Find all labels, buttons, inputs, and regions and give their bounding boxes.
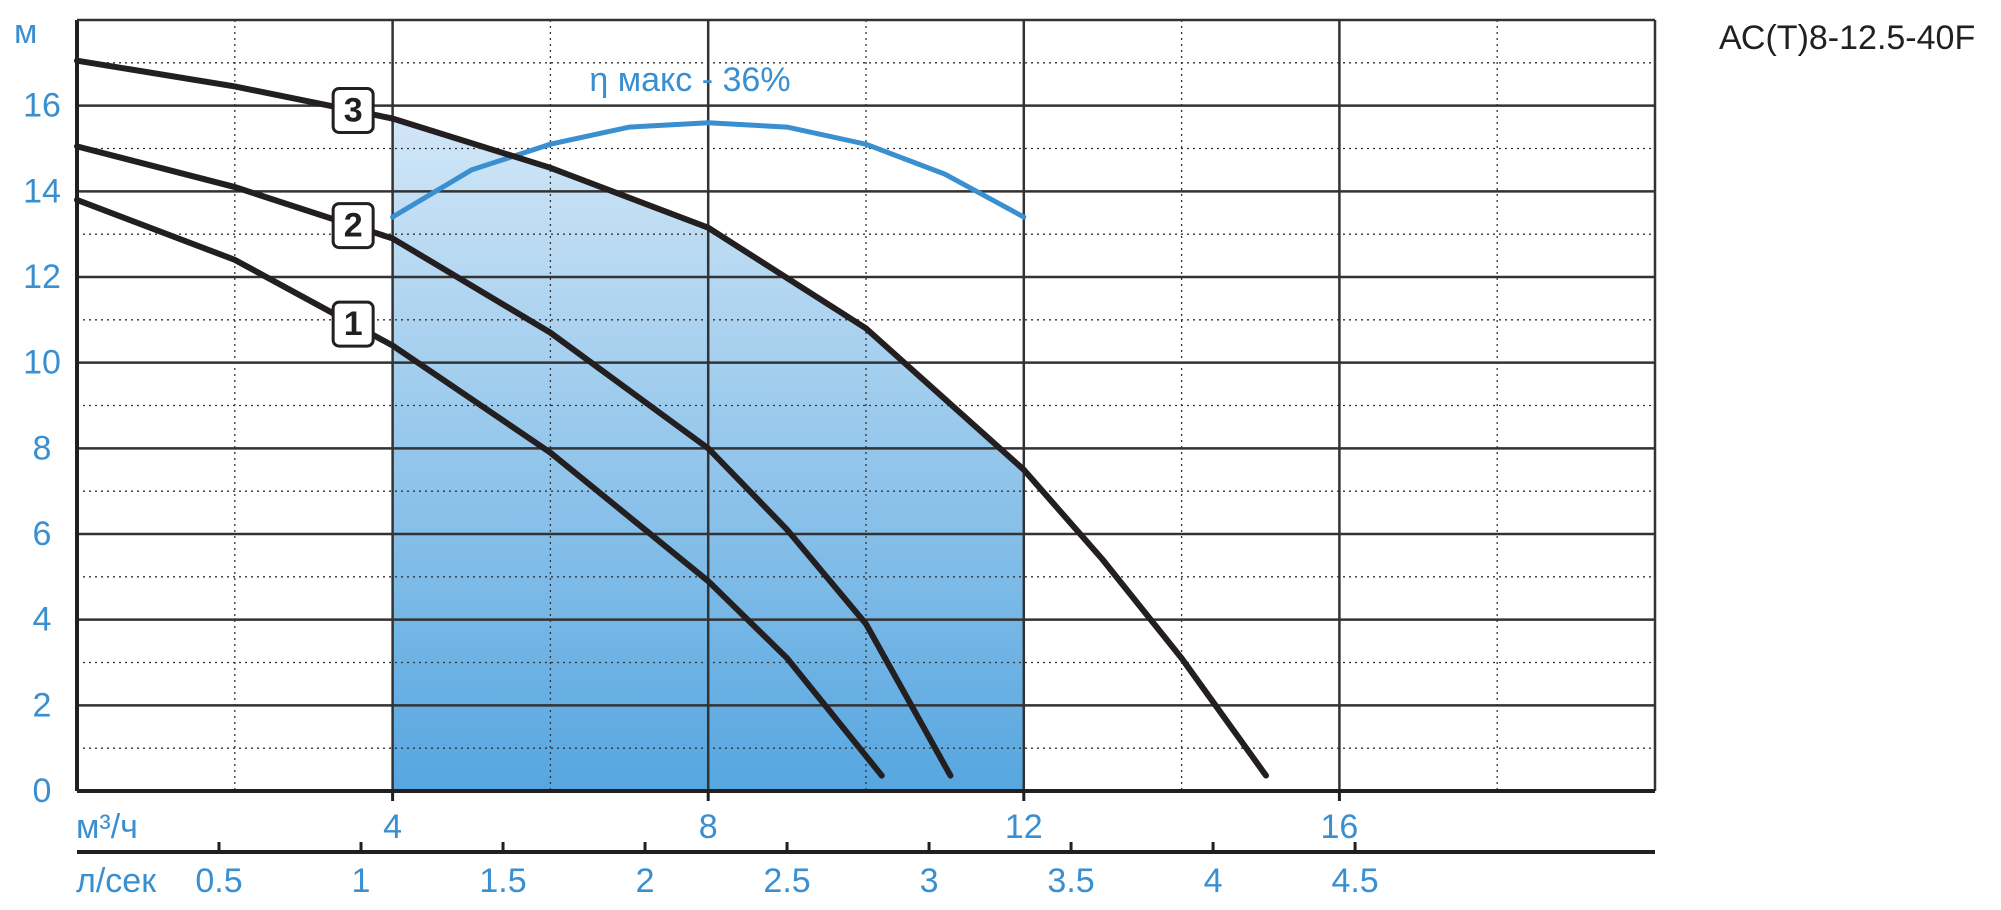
y-axis-label: м bbox=[14, 13, 37, 51]
curve-label-box bbox=[331, 202, 375, 250]
x2-tick-label: 1.5 bbox=[479, 862, 526, 900]
y-tick-label: 0 bbox=[33, 772, 52, 810]
y-tick-label: 14 bbox=[23, 172, 61, 210]
x-axis-label: м³/ч bbox=[76, 808, 138, 846]
curve bbox=[74, 143, 954, 779]
y-tick-label: 16 bbox=[23, 87, 61, 125]
x2-tick-label: 3.5 bbox=[1047, 862, 1094, 900]
x2-axis-label: л/сек bbox=[76, 862, 157, 900]
x-tick-label: 8 bbox=[699, 808, 718, 846]
x2-tick-label: 1 bbox=[352, 862, 371, 900]
x-tick-label: 16 bbox=[1320, 808, 1358, 846]
y-tick-label: 2 bbox=[33, 686, 52, 724]
chart-title: АС(Т)8-12.5-40F bbox=[1719, 19, 1975, 57]
y-tick-label: 12 bbox=[23, 258, 61, 296]
x2-tick-label: 0.5 bbox=[195, 862, 242, 900]
curve bbox=[74, 196, 885, 779]
x2-tick-label: 4.5 bbox=[1331, 862, 1378, 900]
y-tick-label: 4 bbox=[33, 601, 52, 639]
legend-label: 2 bbox=[344, 207, 363, 245]
y-tick-label: 6 bbox=[33, 515, 52, 553]
y-tick-label: 8 bbox=[33, 429, 52, 467]
curve bbox=[74, 57, 1270, 779]
legend-label: 1 bbox=[344, 305, 363, 343]
curve-label-box bbox=[331, 300, 375, 348]
x-tick-label: 4 bbox=[383, 808, 402, 846]
x-tick-label: 12 bbox=[1005, 808, 1043, 846]
x2-tick-label: 2 bbox=[636, 862, 655, 900]
x2-tick-label: 2.5 bbox=[763, 862, 810, 900]
legend-label: 3 bbox=[344, 91, 363, 129]
x2-tick-label: 4 bbox=[1204, 862, 1223, 900]
curve bbox=[390, 120, 1027, 220]
y-tick-label: 10 bbox=[23, 344, 61, 382]
x2-tick-label: 3 bbox=[920, 862, 939, 900]
curve-label-box bbox=[331, 86, 375, 134]
efficiency-annotation: η макс - 36% bbox=[589, 61, 790, 99]
